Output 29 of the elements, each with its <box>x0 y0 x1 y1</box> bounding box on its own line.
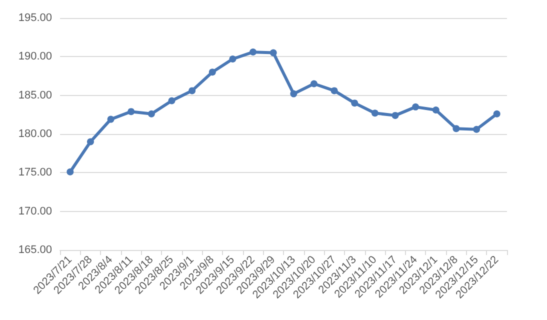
point <box>493 110 500 118</box>
point <box>208 68 216 76</box>
point <box>107 116 114 123</box>
point <box>310 80 318 88</box>
point <box>66 168 74 176</box>
point <box>250 48 257 56</box>
point <box>330 87 338 94</box>
point <box>412 103 420 110</box>
point <box>128 108 135 116</box>
point <box>392 112 399 119</box>
y-tick-label: 170.00 <box>18 205 52 218</box>
point <box>229 55 236 62</box>
point <box>270 49 277 56</box>
point <box>473 126 480 133</box>
y-tick-label: 180.00 <box>18 128 52 140</box>
y-tick-label: 195.00 <box>18 12 52 24</box>
point <box>432 106 440 114</box>
point <box>86 138 94 146</box>
y-tick-label: 185.00 <box>18 89 52 102</box>
point <box>351 100 358 107</box>
point <box>188 87 196 94</box>
point <box>290 90 298 98</box>
point <box>452 125 460 132</box>
point <box>371 110 378 117</box>
y-tick-label: 175.00 <box>18 166 52 179</box>
y-tick-label: 165.00 <box>18 244 52 256</box>
point <box>148 110 155 118</box>
y-tick-label: 190.00 <box>18 50 52 63</box>
point <box>168 97 176 104</box>
